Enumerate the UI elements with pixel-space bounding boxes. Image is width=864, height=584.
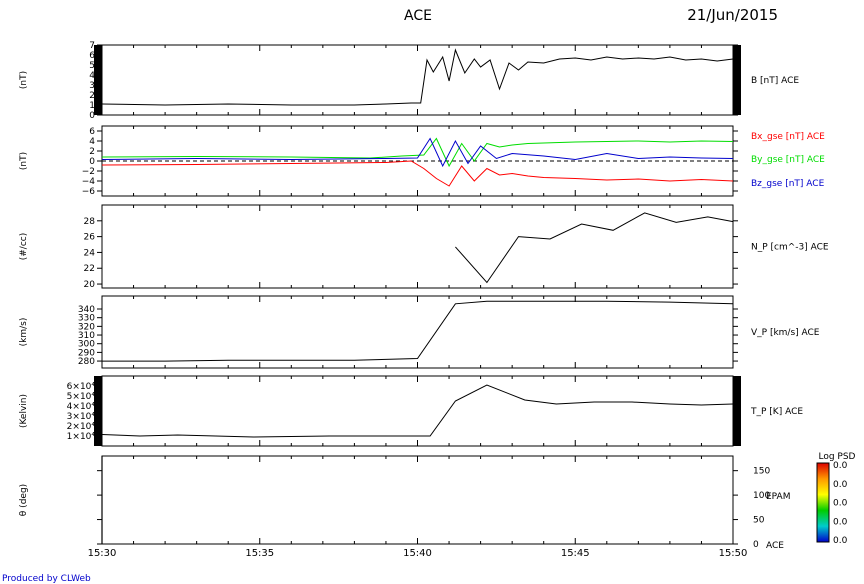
x-tick-label: 15:35	[245, 548, 274, 559]
y-tick-label: 0	[753, 540, 759, 550]
y-tick-label: 280	[78, 357, 95, 367]
y-tick-label: 330	[78, 314, 95, 324]
y-tick-label: 28	[84, 217, 96, 227]
y-tick-label: 320	[78, 322, 95, 332]
series-line-N_P-0	[455, 212, 734, 284]
y-tick-label: 5×10⁴	[67, 392, 96, 402]
series-label: N_P [cm^-3] ACE	[751, 243, 829, 253]
x-tick-label: 15:45	[561, 548, 590, 559]
panel-frame	[101, 455, 734, 545]
chart-date: 21/Jun/2015	[687, 6, 778, 24]
series-line-B_gse-2	[101, 137, 734, 168]
x-tick-label: 15:40	[403, 548, 432, 559]
y-tick-label: 26	[84, 233, 96, 243]
y-tick-label: −2	[82, 167, 95, 177]
y-axis-label: (Kelvin)	[19, 394, 29, 428]
y-tick-label: 6	[89, 127, 95, 137]
panel-frame	[101, 295, 734, 369]
series-line-B_gse-0	[101, 160, 734, 187]
y-tick-label: 2	[89, 91, 95, 101]
produced-by-credit: Produced by CLWeb	[2, 574, 91, 584]
colorbar-scale	[816, 462, 830, 543]
series-line-B_gse-1	[101, 137, 734, 168]
y-tick-label: 1	[89, 101, 95, 111]
series-line-B-0	[101, 48, 734, 106]
y-tick-label: 3×10⁴	[67, 412, 96, 422]
y-tick-label: 290	[78, 348, 95, 358]
colorbar-tick-label: 0.0	[833, 461, 848, 471]
y-tick-label: 0	[89, 111, 95, 121]
y-tick-label: 4×10⁴	[67, 402, 96, 412]
panel-left-bar	[94, 45, 102, 115]
panel-right-bar	[733, 45, 741, 115]
y-axis-label: (nT)	[19, 71, 29, 89]
y-tick-label: −6	[82, 187, 96, 197]
legend-entry: Bx_gse [nT] ACE	[751, 132, 825, 142]
y-tick-label: 340	[78, 305, 95, 315]
y-tick-label: 4	[89, 137, 95, 147]
series-line-V_P-0	[102, 300, 734, 362]
y-tick-label: 5	[89, 61, 95, 71]
panel-frame	[101, 204, 734, 289]
panel-right-bar	[733, 376, 741, 446]
legend-entry: Bz_gse [nT] ACE	[751, 179, 825, 189]
y-tick-label: 0	[89, 157, 95, 167]
y-axis-label: (nT)	[19, 152, 29, 170]
panel-EPAM: 0 50 100 150 θ (deg) EPAM ACE	[19, 455, 790, 551]
series-label: EPAM	[766, 492, 790, 502]
y-tick-label: 6×10⁴	[67, 382, 96, 392]
y-tick-label: −4	[82, 177, 96, 187]
y-tick-label: 6	[89, 51, 95, 61]
series-label: ACE	[766, 541, 784, 551]
colorbar-tick-label: 0.0	[833, 499, 848, 509]
y-tick-label: 50	[753, 516, 765, 526]
y-tick-label: 300	[78, 340, 95, 350]
y-tick-label: 150	[753, 467, 770, 477]
y-tick-label: 1×10⁴	[67, 432, 96, 442]
series-label: V_P [km/s] ACE	[751, 328, 820, 338]
colorbar-tick-label: 0.0	[833, 517, 848, 527]
series-label: T_P [K] ACE	[750, 407, 803, 417]
y-tick-label: 2×10⁴	[67, 422, 96, 432]
y-tick-label: 22	[84, 264, 95, 274]
legend-entry: By_gse [nT] ACE	[751, 155, 825, 165]
y-tick-label: 20	[84, 280, 96, 290]
panel-N_P: 20 22 24 26 28 (#/cc) N_P [cm^-3] ACE	[19, 204, 829, 290]
y-tick-label: 100	[753, 491, 770, 501]
colorbar: Log PSD 0.0 0.0 0.0 0.0 0.0	[816, 452, 856, 546]
series-line-T_P-0	[101, 384, 734, 438]
y-tick-label: 3	[89, 81, 95, 91]
x-tick-label: 15:50	[719, 548, 748, 559]
y-tick-label: 7	[89, 41, 95, 51]
colorbar-title: Log PSD	[818, 452, 855, 462]
series-label: B [nT] ACE	[751, 76, 799, 86]
y-axis-label: (#/cc)	[19, 233, 29, 261]
y-tick-label: 4	[89, 71, 95, 81]
colorbar-tick-label: 0.0	[833, 480, 848, 490]
panel-left-bar	[94, 376, 102, 446]
y-tick-label: 310	[78, 331, 95, 341]
y-axis-label: θ (deg)	[19, 484, 29, 516]
colorbar-tick-label: 0.0	[833, 536, 848, 546]
y-tick-label: 2	[89, 147, 95, 157]
time-axis: 15:30 15:35 15:40 15:45 15:50	[88, 548, 748, 559]
chart-title: ACE	[404, 8, 432, 24]
x-tick-label: 15:30	[88, 548, 117, 559]
y-axis-label: (km/s)	[19, 318, 29, 347]
y-tick-label: 24	[84, 248, 96, 258]
